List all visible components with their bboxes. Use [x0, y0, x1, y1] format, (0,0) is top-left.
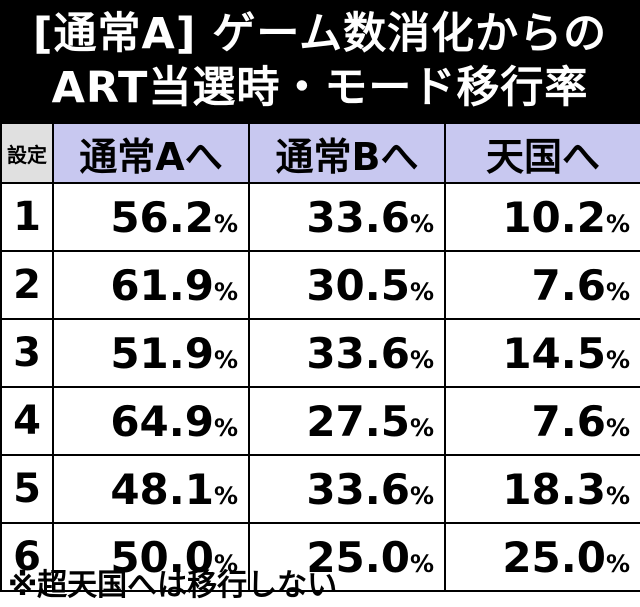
normal-b-cell: 33.6%: [248, 318, 446, 388]
heaven-cell: 10.2%: [444, 182, 640, 252]
title-line-1: [通常A] ゲーム数消化からの: [32, 9, 608, 59]
heaven-cell: 25.0%: [444, 522, 640, 592]
mode-transition-table: 設定 通常Aへ 通常Bへ 天国へ 1 56.2% 33.6% 10.2% 2 6…: [0, 122, 640, 592]
normal-b-cell: 33.6%: [248, 454, 446, 524]
header-normal-a: 通常Aへ: [52, 122, 250, 184]
table-row: 1 56.2% 33.6% 10.2%: [0, 182, 640, 252]
header-heaven: 天国へ: [444, 122, 640, 184]
setting-cell: 4: [0, 386, 54, 456]
setting-cell: 3: [0, 318, 54, 388]
normal-b-cell: 25.0%: [248, 522, 446, 592]
table-row: 3 51.9% 33.6% 14.5%: [0, 318, 640, 388]
normal-a-cell: 61.9%: [52, 250, 250, 320]
title-line-2: ART当選時・モード移行率: [51, 63, 589, 113]
table-row: 4 64.9% 27.5% 7.6%: [0, 386, 640, 456]
table-header-row: 設定 通常Aへ 通常Bへ 天国へ: [0, 122, 640, 184]
normal-b-cell: 33.6%: [248, 182, 446, 252]
heaven-cell: 14.5%: [444, 318, 640, 388]
footnote: ※超天国へは移行しない: [8, 568, 338, 603]
setting-cell: 1: [0, 182, 54, 252]
setting-cell: 2: [0, 250, 54, 320]
table-row: 2 61.9% 30.5% 7.6%: [0, 250, 640, 320]
heaven-cell: 18.3%: [444, 454, 640, 524]
normal-a-cell: 50.0%: [52, 522, 250, 592]
heaven-cell: 7.6%: [444, 250, 640, 320]
normal-a-cell: 48.1%: [52, 454, 250, 524]
setting-cell: 5: [0, 454, 54, 524]
normal-a-cell: 56.2%: [52, 182, 250, 252]
setting-cell: 6: [0, 522, 54, 592]
normal-a-cell: 51.9%: [52, 318, 250, 388]
table-row: 5 48.1% 33.6% 18.3%: [0, 454, 640, 524]
header-setting: 設定: [0, 122, 54, 184]
normal-b-cell: 30.5%: [248, 250, 446, 320]
normal-a-cell: 64.9%: [52, 386, 250, 456]
normal-b-cell: 27.5%: [248, 386, 446, 456]
heaven-cell: 7.6%: [444, 386, 640, 456]
table-row: 6 50.0% 25.0% 25.0%: [0, 522, 640, 592]
title-banner: [通常A] ゲーム数消化からの ART当選時・モード移行率: [0, 0, 640, 122]
header-normal-b: 通常Bへ: [248, 122, 446, 184]
